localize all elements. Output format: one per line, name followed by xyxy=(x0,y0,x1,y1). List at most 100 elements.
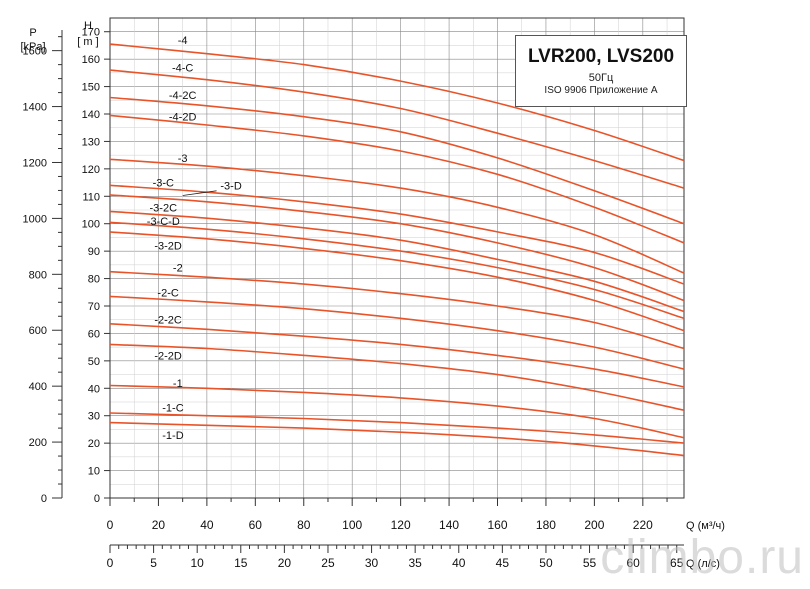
p-tick-label: 600 xyxy=(29,325,47,337)
curve-label: -4-2C xyxy=(169,90,197,102)
y-tick-label: 110 xyxy=(82,191,100,203)
chart-title-box: LVR200, LVS200 50Гц ISO 9906 Приложение … xyxy=(515,35,687,107)
curve-2 xyxy=(109,270,685,350)
curve-1-D xyxy=(109,421,685,457)
x-tick-label: 180 xyxy=(536,518,556,532)
chart-frequency: 50Гц xyxy=(588,72,614,84)
p-tick-label: 1000 xyxy=(23,213,47,225)
curve-label: -3-2C xyxy=(150,202,178,214)
y-tick-label: 50 xyxy=(88,356,100,368)
curve-label: -3-C-D xyxy=(147,216,180,228)
x2-tick-label: 0 xyxy=(107,556,114,570)
y-tick-label: 170 xyxy=(82,27,100,39)
chart-title: LVR200, LVS200 xyxy=(527,46,675,67)
curve-label: -1 xyxy=(173,378,183,390)
x-tick-label: 0 xyxy=(107,518,114,532)
curve-3-D xyxy=(109,194,685,302)
curve-label-leader xyxy=(182,190,217,196)
y-tick-label: 20 xyxy=(88,438,100,450)
x2-tick-label: 30 xyxy=(365,556,379,570)
curve-label: -3 xyxy=(178,153,188,165)
y-tick-label: 140 xyxy=(82,109,100,121)
p-axis-label: P xyxy=(29,27,36,39)
curve-label: -3-D xyxy=(220,180,241,192)
y-axis-unit: [ m ] xyxy=(77,36,98,48)
x2-tick-label: 45 xyxy=(496,556,510,570)
curve-1 xyxy=(109,384,685,439)
curve-2-2D xyxy=(109,343,685,411)
curve-4-2D xyxy=(109,114,685,244)
p-tick-label: 1200 xyxy=(23,157,47,169)
x2-tick-label: 55 xyxy=(583,556,597,570)
y-axis-label: H xyxy=(84,20,92,32)
y-tick-label: 100 xyxy=(82,219,100,231)
curve-4-2C xyxy=(109,96,685,225)
y-tick-label: 70 xyxy=(88,301,100,313)
x-tick-label: 160 xyxy=(487,518,507,532)
y-tick-label: 160 xyxy=(82,54,100,66)
curve-label: -4-C xyxy=(172,62,193,74)
curve-3-2D xyxy=(109,231,685,332)
x2-tick-label: 35 xyxy=(408,556,422,570)
x-tick-label: 40 xyxy=(200,518,214,532)
x2-tick-label: 20 xyxy=(278,556,292,570)
x2-tick-label: 25 xyxy=(321,556,335,570)
curve-2-C xyxy=(109,295,685,370)
p-tick-label: 200 xyxy=(29,437,47,449)
x2-tick-label: 40 xyxy=(452,556,466,570)
y-tick-label: 0 xyxy=(94,493,100,505)
x-tick-label: 80 xyxy=(297,518,311,532)
x-tick-label: 100 xyxy=(342,518,362,532)
y-tick-label: 130 xyxy=(82,136,100,148)
y-tick-label: 10 xyxy=(88,466,100,478)
y-tick-label: 90 xyxy=(88,246,100,258)
curve-label: -2 xyxy=(173,263,183,275)
p-tick-label: 800 xyxy=(29,269,47,281)
y-tick-label: 40 xyxy=(88,383,100,395)
curve-2-2C xyxy=(109,323,685,388)
curve-3-C-D xyxy=(109,221,685,320)
x2-tick-label: 50 xyxy=(539,556,553,570)
x-tick-label: 60 xyxy=(249,518,263,532)
y-tick-label: 120 xyxy=(82,164,100,176)
curve-label: -4-2D xyxy=(169,112,197,124)
y-tick-label: 30 xyxy=(88,411,100,423)
y-tick-label: 80 xyxy=(88,274,100,286)
curve-4-C xyxy=(109,69,685,189)
watermark-text: climbo.ru xyxy=(600,531,804,584)
curve-3-2C xyxy=(109,210,685,313)
x2-tick-label: 5 xyxy=(150,556,157,570)
curve-label: -3-C xyxy=(153,178,174,190)
p-tick-label: 1600 xyxy=(23,46,47,58)
p-axis-unit: [kPa] xyxy=(20,41,45,53)
p-tick-label: 0 xyxy=(41,493,47,505)
curve-label: -3-2D xyxy=(154,241,182,253)
x2-tick-label: 60 xyxy=(626,556,640,570)
curve-3 xyxy=(109,158,685,274)
x-tick-label: 120 xyxy=(391,518,411,532)
x2-tick-label: 10 xyxy=(191,556,205,570)
curve-label: -2-2C xyxy=(154,315,182,327)
plot-frame xyxy=(109,17,685,499)
x-tick-label: 140 xyxy=(439,518,459,532)
curve-4 xyxy=(109,43,685,162)
curve-label: -1-C xyxy=(162,402,183,414)
x2-tick-label: 65 xyxy=(670,556,684,570)
x-tick-label: 200 xyxy=(584,518,604,532)
x-axis-label: Q (м³/ч) xyxy=(686,520,725,532)
curve-1-C xyxy=(109,412,685,444)
p-tick-label: 1400 xyxy=(23,102,47,114)
curve-label: -2-C xyxy=(157,287,178,299)
x2-tick-label: 15 xyxy=(234,556,248,570)
curve-label: -2-2D xyxy=(154,350,182,362)
x2-axis-label: Q (л/с) xyxy=(686,558,720,570)
y-tick-label: 150 xyxy=(82,82,100,94)
curve-label: -1-D xyxy=(162,430,183,442)
x-tick-label: 20 xyxy=(152,518,166,532)
p-tick-label: 400 xyxy=(29,381,47,393)
x-tick-label: 220 xyxy=(633,518,653,532)
curve-label: -4 xyxy=(178,35,188,47)
chart-standard: ISO 9906 Приложение А xyxy=(544,85,658,96)
y-tick-label: 60 xyxy=(88,328,100,340)
